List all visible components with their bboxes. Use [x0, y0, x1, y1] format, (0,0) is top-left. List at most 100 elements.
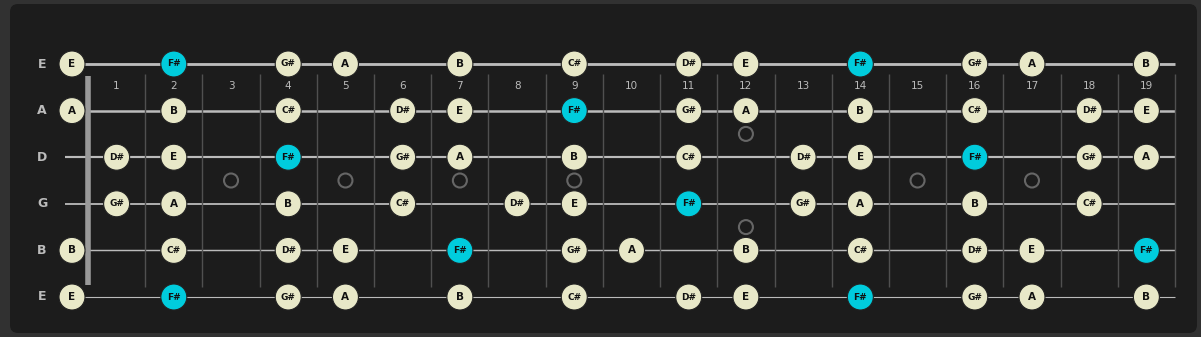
Text: C#: C#: [281, 106, 295, 115]
Text: B: B: [456, 292, 464, 302]
Circle shape: [333, 237, 358, 264]
Circle shape: [275, 284, 301, 310]
Circle shape: [1018, 284, 1045, 310]
FancyBboxPatch shape: [10, 4, 1197, 333]
Circle shape: [103, 191, 130, 217]
Text: 8: 8: [514, 81, 520, 91]
Circle shape: [962, 51, 987, 77]
Circle shape: [275, 144, 301, 170]
Text: G#: G#: [567, 246, 581, 255]
Text: B: B: [1142, 292, 1151, 302]
Circle shape: [561, 98, 587, 124]
Circle shape: [790, 144, 817, 170]
Text: E: E: [1028, 245, 1035, 255]
Text: F#: F#: [167, 60, 180, 68]
Text: 10: 10: [625, 81, 638, 91]
Text: D#: D#: [967, 246, 982, 255]
Text: D#: D#: [681, 60, 697, 68]
Text: 2: 2: [171, 81, 177, 91]
Circle shape: [676, 51, 701, 77]
Circle shape: [1018, 237, 1045, 264]
Circle shape: [447, 144, 473, 170]
Circle shape: [1076, 144, 1103, 170]
Circle shape: [275, 51, 301, 77]
Text: C#: C#: [1082, 199, 1097, 208]
Text: 3: 3: [228, 81, 234, 91]
Text: A: A: [68, 105, 76, 116]
Text: A: A: [627, 245, 635, 255]
Text: E: E: [37, 58, 47, 70]
Circle shape: [733, 237, 759, 264]
Circle shape: [59, 98, 85, 124]
Circle shape: [676, 284, 701, 310]
Circle shape: [1134, 284, 1159, 310]
Circle shape: [561, 237, 587, 264]
Text: D#: D#: [281, 246, 295, 255]
Circle shape: [676, 144, 701, 170]
Text: C#: C#: [567, 293, 581, 302]
Circle shape: [619, 237, 645, 264]
Text: C#: C#: [395, 199, 410, 208]
Text: F#: F#: [568, 106, 581, 115]
Circle shape: [848, 51, 873, 77]
Text: A: A: [456, 152, 464, 162]
Circle shape: [848, 284, 873, 310]
Text: G#: G#: [1082, 153, 1097, 162]
Text: B: B: [37, 244, 47, 257]
Circle shape: [848, 191, 873, 217]
Text: B: B: [285, 199, 292, 209]
Text: 15: 15: [910, 81, 925, 91]
Text: G: G: [37, 197, 47, 210]
Text: B: B: [856, 105, 865, 116]
Circle shape: [561, 144, 587, 170]
Text: B: B: [742, 245, 749, 255]
Text: D: D: [37, 151, 47, 164]
Circle shape: [59, 237, 85, 264]
Text: E: E: [1143, 105, 1149, 116]
Text: A: A: [37, 104, 47, 117]
Circle shape: [962, 284, 987, 310]
Circle shape: [848, 98, 873, 124]
Text: 16: 16: [968, 81, 981, 91]
Circle shape: [59, 284, 85, 310]
Text: F#: F#: [281, 153, 295, 162]
Text: G#: G#: [967, 293, 982, 302]
Circle shape: [1076, 191, 1103, 217]
Circle shape: [733, 98, 759, 124]
Text: E: E: [742, 292, 749, 302]
Text: A: A: [1028, 59, 1036, 69]
Circle shape: [848, 237, 873, 264]
Text: F#: F#: [854, 293, 867, 302]
Circle shape: [962, 98, 987, 124]
Circle shape: [790, 191, 817, 217]
Text: B: B: [1142, 59, 1151, 69]
Circle shape: [161, 284, 187, 310]
Circle shape: [733, 51, 759, 77]
Text: B: B: [169, 105, 178, 116]
Circle shape: [389, 98, 416, 124]
Text: 6: 6: [400, 81, 406, 91]
Text: A: A: [341, 59, 349, 69]
Text: E: E: [856, 152, 864, 162]
Text: G#: G#: [681, 106, 697, 115]
Text: 12: 12: [740, 81, 753, 91]
Text: D#: D#: [509, 199, 525, 208]
Circle shape: [333, 51, 358, 77]
Text: A: A: [1142, 152, 1151, 162]
Text: 17: 17: [1026, 81, 1039, 91]
Circle shape: [161, 144, 187, 170]
Circle shape: [561, 191, 587, 217]
Text: A: A: [742, 105, 749, 116]
Text: 11: 11: [682, 81, 695, 91]
Text: C#: C#: [968, 106, 982, 115]
Text: 13: 13: [796, 81, 809, 91]
Text: F#: F#: [453, 246, 467, 255]
Circle shape: [1134, 144, 1159, 170]
Circle shape: [161, 98, 187, 124]
Circle shape: [962, 144, 987, 170]
Text: C#: C#: [567, 60, 581, 68]
Text: E: E: [68, 292, 76, 302]
Circle shape: [962, 237, 987, 264]
Text: G#: G#: [281, 60, 295, 68]
Circle shape: [389, 144, 416, 170]
